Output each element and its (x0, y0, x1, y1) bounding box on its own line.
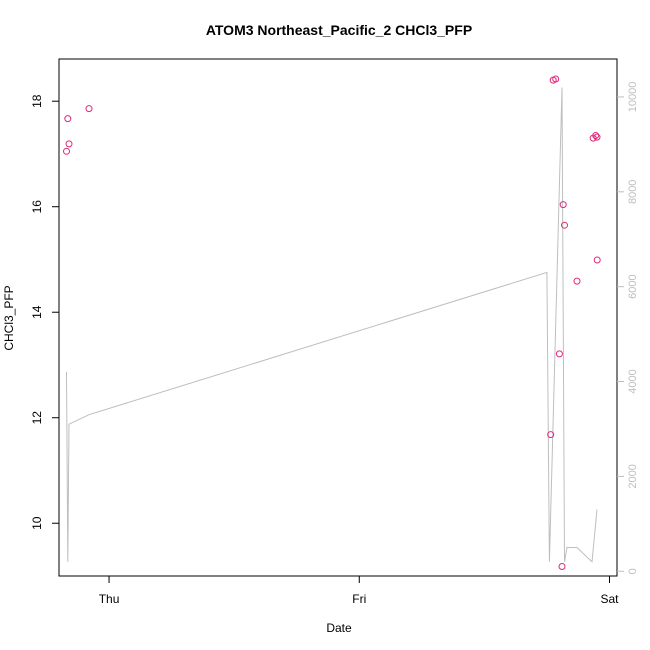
data-point (65, 140, 73, 148)
y-axis-label: CHCl3_PFP (2, 285, 16, 350)
data-point (593, 256, 601, 264)
series-line (66, 87, 598, 563)
series-layer (63, 75, 601, 570)
y-tick-label: 18 (30, 94, 44, 108)
x-axis-label: Date (326, 621, 352, 635)
y2-tick-label: 6000 (627, 274, 639, 298)
plot-frame (58, 58, 618, 577)
y-tick-label: 16 (30, 200, 44, 214)
data-point (63, 147, 70, 155)
x-tick-label: Fri (352, 592, 366, 606)
data-point (547, 431, 555, 439)
y2-tick-label: 8000 (627, 180, 639, 204)
data-point (573, 277, 581, 285)
data-point (558, 563, 566, 570)
data-point (559, 201, 567, 209)
data-point (552, 75, 560, 83)
chart-title: ATOM3 Northeast_Pacific_2 CHCl3_PFP (206, 22, 472, 38)
x-axis: Thu Fri Sat (99, 576, 619, 606)
data-point (555, 350, 563, 358)
y-axis: 10 12 14 16 18 (30, 94, 59, 530)
y2-tick-label: 0 (627, 568, 639, 574)
data-point (593, 133, 601, 141)
data-point (85, 105, 93, 113)
y2-tick-label: 4000 (627, 369, 639, 393)
y-tick-label: 10 (30, 516, 44, 530)
data-point (64, 115, 72, 123)
x-tick-label: Thu (99, 592, 120, 606)
y-tick-label: 12 (30, 411, 44, 425)
data-point (592, 132, 600, 139)
data-point (561, 221, 568, 229)
y2-axis: 0 2000 4000 6000 8000 10000 (617, 82, 639, 574)
y2-tick-label: 10000 (627, 82, 639, 113)
x-tick-label: Sat (600, 592, 619, 606)
y2-tick-label: 2000 (627, 464, 639, 488)
y-tick-label: 14 (30, 305, 44, 319)
